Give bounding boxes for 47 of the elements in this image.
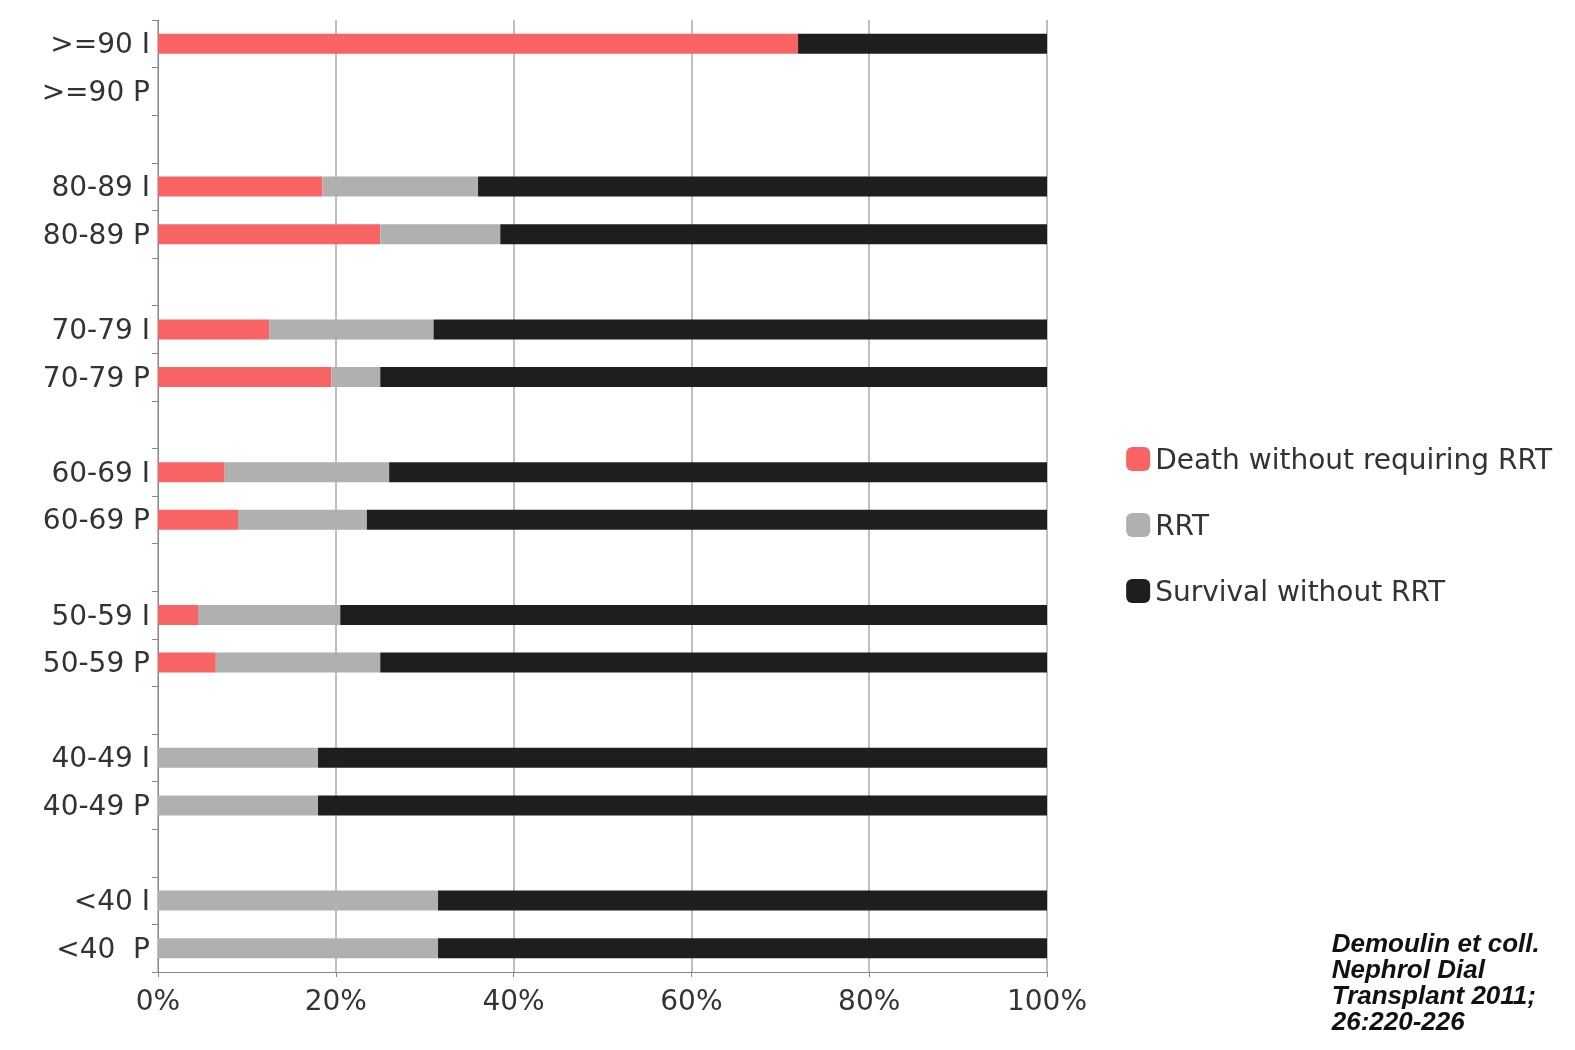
text: Demoulin et coll. Nephrol Dial Transplant 2011;26:220-226 [1330,928,1547,1036]
y-tick-label: 80-89 I [51,170,150,204]
bar [158,652,216,673]
bar [158,509,239,530]
bar [158,605,199,625]
legend-label: RRT [1155,508,1211,542]
y-tick-label: <40 I [73,884,150,918]
legend-label: Death without requiring RRT [1155,442,1553,476]
bar [158,224,381,245]
bar [158,319,270,340]
bar [158,33,799,54]
y-tick-label: 40-49 I [51,741,150,775]
y-tick-label: 50-59 I [51,598,150,632]
legend-label: Survival without RRT [1155,574,1446,608]
bar [318,747,1047,768]
y-tick-label: 80-89 P [42,217,150,251]
y-tick-label: >=90 I [50,27,150,61]
x-tick-label: 80% [838,983,901,1017]
bar [438,890,1047,911]
y-tick-label: 50-59 P [42,646,150,680]
bar [389,462,1047,483]
x-tick-label: 0% [135,983,181,1017]
x-tick-label: 20% [304,983,367,1017]
y-tick-label: 60-69 I [51,455,150,489]
bar [380,652,1047,673]
y-tick-label: >=90 P [41,74,150,108]
y-tick-label: 70-79 I [51,312,150,346]
bar [798,33,1047,54]
bar [366,509,1047,530]
bar [380,367,1047,387]
y-tick-label: 40-49 P [42,788,150,822]
bar [500,224,1047,245]
bar [318,795,1047,816]
bar [340,605,1047,625]
bar [438,938,1047,959]
x-tick-label: 40% [482,983,545,1017]
x-tick-label: 100% [1006,983,1088,1017]
y-tick-label: 60-69 P [42,503,150,537]
y-tick-label: <40 P [56,931,150,965]
bar [478,176,1047,197]
bar [158,462,225,483]
bar [158,367,332,387]
bar [158,176,323,197]
bar [380,224,501,245]
bar [433,319,1047,340]
y-tick-label: 70-79 P [42,360,150,394]
x-tick-label: 60% [660,983,723,1017]
